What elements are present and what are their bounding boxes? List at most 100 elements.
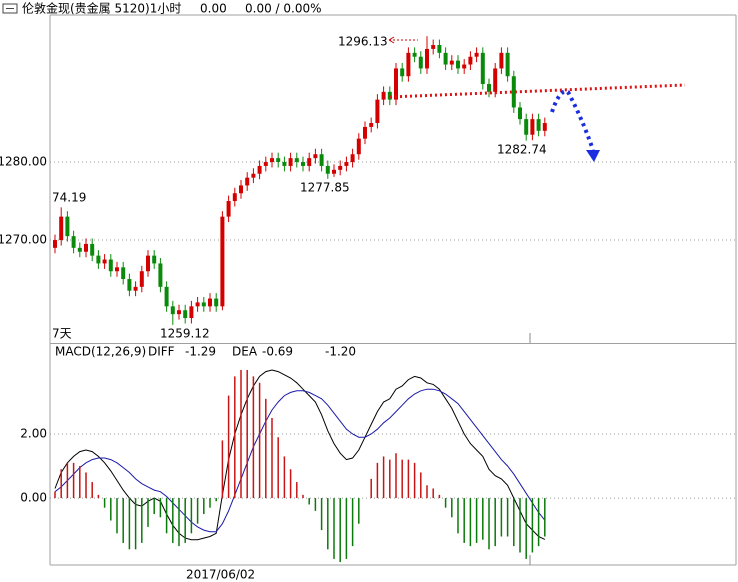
price-annotation: 1277.85 bbox=[300, 181, 350, 195]
candle-body bbox=[164, 286, 169, 307]
y-tick-label: 0.00 bbox=[20, 491, 47, 505]
legend-value: -1.20 bbox=[325, 345, 356, 359]
header-change: 0.00 / 0.00% bbox=[245, 2, 322, 16]
candle-body bbox=[294, 158, 299, 163]
candle-body bbox=[530, 119, 535, 135]
candle-body bbox=[170, 306, 175, 315]
candle-body bbox=[338, 165, 343, 170]
candle-body bbox=[332, 169, 336, 174]
candle-body bbox=[59, 216, 64, 241]
candle-body bbox=[400, 68, 405, 77]
candle-body bbox=[387, 91, 392, 100]
candle-body bbox=[431, 45, 436, 49]
candle-body bbox=[518, 107, 522, 120]
candle-body bbox=[226, 201, 231, 217]
legend-value: -0.69 bbox=[262, 345, 293, 359]
candle-body bbox=[245, 177, 250, 186]
resistance-line bbox=[389, 83, 686, 99]
candle-body bbox=[195, 302, 200, 307]
candle-body bbox=[282, 162, 287, 166]
candle-body bbox=[115, 267, 119, 272]
candle-body bbox=[239, 185, 243, 194]
indicator-title: MACD(12,26,9) bbox=[55, 345, 146, 359]
y-tick-label: 2.00 bbox=[20, 427, 47, 441]
candle-body bbox=[270, 158, 274, 163]
candle-body bbox=[511, 76, 516, 108]
candle-body bbox=[325, 165, 330, 174]
candle-body bbox=[307, 158, 312, 166]
candle-body bbox=[65, 216, 70, 237]
candle-body bbox=[350, 154, 355, 163]
forecast-arrowhead bbox=[586, 150, 600, 162]
candle-body bbox=[456, 60, 460, 69]
y-tick-label: 1270.00 bbox=[0, 233, 47, 247]
period-label: 7天 bbox=[52, 327, 72, 341]
candle-body bbox=[418, 56, 423, 69]
high-pointer-head bbox=[388, 36, 395, 44]
candle-body bbox=[53, 240, 57, 248]
candle-body bbox=[220, 216, 225, 307]
candle-body bbox=[251, 173, 256, 178]
candle-body bbox=[127, 279, 132, 291]
candle-body bbox=[146, 255, 150, 272]
candle-body bbox=[121, 267, 126, 280]
candle-body bbox=[344, 162, 349, 166]
candle-body bbox=[480, 52, 485, 85]
candle-body bbox=[493, 68, 498, 92]
candle-body bbox=[177, 310, 181, 315]
candle-body bbox=[276, 158, 281, 163]
candle-body bbox=[412, 52, 417, 57]
x-tick-label: 2017/06/02 bbox=[186, 568, 255, 582]
legend-value: -1.29 bbox=[185, 345, 216, 359]
header-price: 0.00 bbox=[200, 2, 227, 16]
candle-body bbox=[77, 247, 82, 252]
price-annotation: 1296.13 bbox=[338, 35, 388, 49]
legend-name: DIFF bbox=[148, 345, 175, 359]
candle-body bbox=[319, 154, 324, 166]
candle-body bbox=[71, 236, 76, 248]
forecast-arrow bbox=[550, 89, 595, 151]
candle-body bbox=[214, 298, 219, 307]
candle-body bbox=[487, 84, 491, 92]
candle-body bbox=[301, 162, 305, 166]
candle-body bbox=[313, 154, 318, 159]
window-icon[interactable] bbox=[2, 3, 18, 14]
price-annotation: 74.19 bbox=[52, 191, 86, 205]
candle-body bbox=[375, 99, 380, 124]
candle-body bbox=[84, 243, 88, 252]
macd-line bbox=[54, 388, 546, 533]
candle-body bbox=[152, 255, 157, 264]
candle-body bbox=[425, 48, 429, 69]
price-annotation: 1259.12 bbox=[160, 327, 210, 341]
candle-body bbox=[369, 123, 374, 127]
candle-body bbox=[183, 310, 188, 319]
candle-body bbox=[406, 52, 411, 77]
candle-body bbox=[356, 138, 361, 155]
candle-body bbox=[505, 52, 510, 77]
candle-body bbox=[524, 119, 529, 135]
candle-body bbox=[394, 68, 398, 100]
y-tick-label: 1280.00 bbox=[0, 155, 47, 169]
candle-body bbox=[139, 271, 144, 287]
candle-body bbox=[263, 162, 268, 166]
candle-body bbox=[257, 165, 262, 174]
candle-body bbox=[437, 45, 442, 53]
candle-body bbox=[536, 119, 541, 131]
candle-body bbox=[288, 158, 293, 166]
candle-body bbox=[96, 255, 101, 264]
candle-body bbox=[108, 259, 113, 272]
candle-body bbox=[90, 243, 95, 256]
macd-line bbox=[54, 369, 546, 541]
candle-body bbox=[201, 302, 206, 307]
candle-body bbox=[474, 52, 479, 57]
candle-body bbox=[443, 52, 448, 65]
candle-body bbox=[208, 298, 212, 307]
candle-body bbox=[449, 60, 454, 65]
candle-body bbox=[462, 64, 467, 69]
candle-body bbox=[381, 91, 386, 100]
candle-body bbox=[542, 123, 547, 131]
candle-body bbox=[158, 263, 163, 287]
candle-body bbox=[102, 259, 107, 264]
